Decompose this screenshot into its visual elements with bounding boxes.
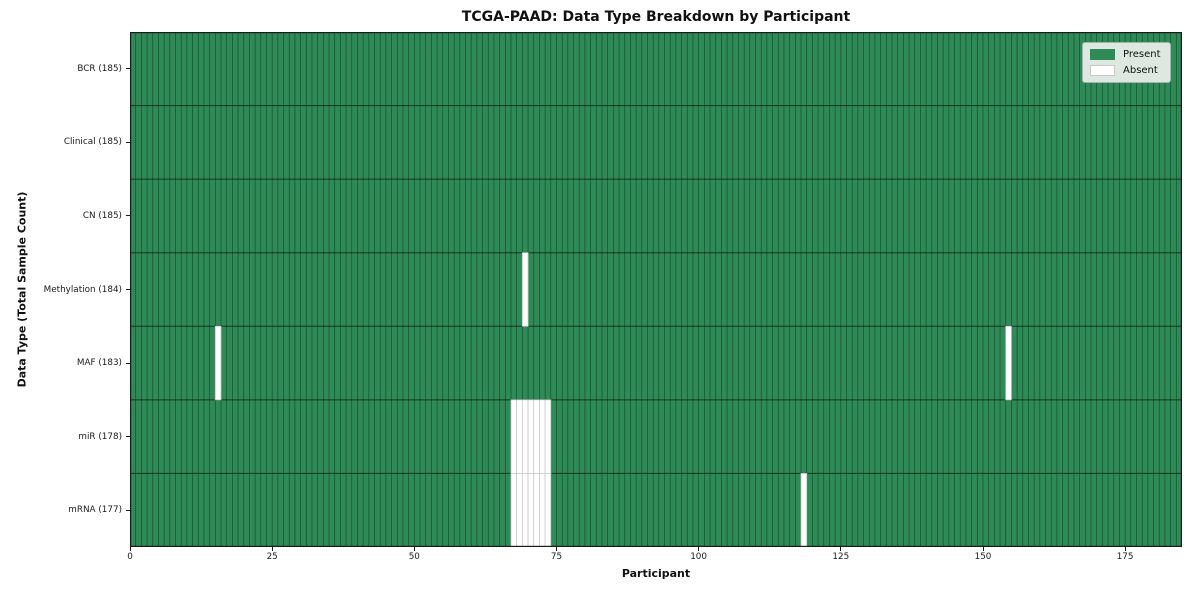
absent-cell xyxy=(516,473,523,547)
absent-cell xyxy=(539,473,546,547)
x-tick-mark xyxy=(840,547,842,551)
x-tick-label-100: 100 xyxy=(690,552,707,562)
absent-cell xyxy=(510,473,518,547)
absent-cell xyxy=(544,473,552,547)
plot-border xyxy=(130,32,1182,547)
y-tick-label-BCR: BCR (185) xyxy=(77,63,122,74)
y-tick-mark xyxy=(126,68,130,70)
legend-entry-present: Present xyxy=(1090,49,1161,60)
absent-cell xyxy=(527,399,535,474)
y-tick-label-Methylation: Methylation (184) xyxy=(43,284,122,295)
x-tick-label-50: 50 xyxy=(408,552,420,562)
absent-cell xyxy=(521,399,529,474)
legend-label-present: Present xyxy=(1123,49,1161,60)
x-tick-label-25: 25 xyxy=(266,552,278,562)
y-tick-label-CN: CN (185) xyxy=(82,210,122,221)
legend: Present Absent xyxy=(1082,42,1171,83)
absent-cell xyxy=(1005,325,1012,401)
x-tick-mark xyxy=(698,547,700,551)
x-axis-label: Participant xyxy=(621,567,691,580)
x-tick-label-75: 75 xyxy=(550,552,563,562)
absent-cell xyxy=(521,473,529,547)
x-tick-label-125: 125 xyxy=(832,552,850,562)
x-tick-label-0: 0 xyxy=(127,552,133,562)
y-tick-mark xyxy=(126,141,130,143)
y-tick-mark xyxy=(126,436,130,438)
legend-label-absent: Absent xyxy=(1123,65,1158,76)
x-tick-mark xyxy=(556,547,557,551)
legend-entry-absent: Absent xyxy=(1090,65,1161,76)
y-tick-label-Clinical: Clinical (185) xyxy=(63,137,122,148)
present-background xyxy=(130,32,1182,547)
absent-cell xyxy=(800,473,808,547)
x-tick-mark xyxy=(129,547,131,551)
y-tick-mark xyxy=(126,362,130,364)
x-tick-mark xyxy=(271,547,273,551)
absent-cell xyxy=(521,252,529,327)
x-tick-mark xyxy=(982,547,984,551)
y-axis-label: Data Type (Total Sample Count) xyxy=(15,191,29,388)
y-tick-label-MAF: MAF (183) xyxy=(76,358,122,369)
y-tick-label-miR: miR (178) xyxy=(78,431,122,442)
absent-cell xyxy=(539,399,546,474)
absent-swatch xyxy=(1090,65,1115,76)
chart-title: TCGA-PAAD: Data Type Breakdown by Partic… xyxy=(461,9,851,25)
absent-cell xyxy=(516,399,523,474)
y-tick-mark xyxy=(126,509,130,511)
x-tick-mark xyxy=(1124,547,1126,551)
absent-cell xyxy=(527,473,535,547)
absent-cell xyxy=(214,325,222,401)
absent-cell xyxy=(533,399,540,474)
absent-cell xyxy=(533,473,540,547)
present-swatch xyxy=(1090,49,1115,60)
y-tick-label-mRNA: mRNA (177) xyxy=(68,505,122,516)
x-tick-label-150: 150 xyxy=(974,552,992,562)
y-tick-mark xyxy=(126,289,130,290)
x-tick-mark xyxy=(413,547,415,551)
x-tick-label-175: 175 xyxy=(1116,552,1134,562)
absent-cell xyxy=(510,399,518,474)
absent-cell xyxy=(544,399,552,474)
presence-matrix-plot xyxy=(130,32,1182,547)
y-tick-mark xyxy=(126,215,130,217)
